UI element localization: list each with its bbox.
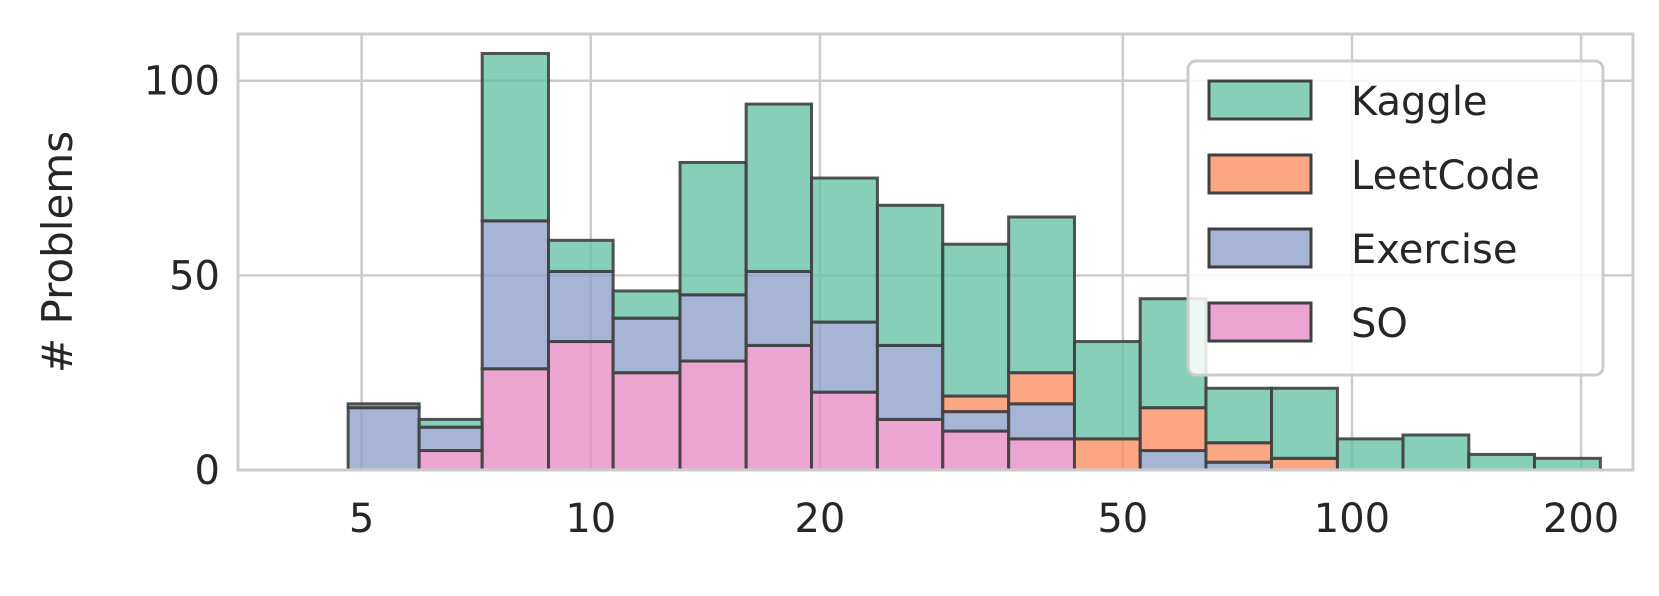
bar-kaggle-7 bbox=[744, 102, 814, 273]
legend-label-kaggle: Kaggle bbox=[1351, 79, 1488, 125]
bar-so-3 bbox=[480, 367, 551, 472]
bar-so-6 bbox=[678, 359, 748, 472]
y-tick-label: 0 bbox=[195, 448, 220, 494]
x-tick-label: 10 bbox=[565, 496, 616, 542]
bar-so-7 bbox=[744, 343, 814, 472]
bar-exercise-6 bbox=[678, 293, 748, 363]
bar-exercise-11 bbox=[1007, 402, 1076, 441]
bar-kaggle-12 bbox=[1072, 340, 1142, 441]
bar-kaggle-6 bbox=[678, 160, 748, 297]
bar-so-4 bbox=[547, 340, 615, 472]
legend-swatch-leetcode bbox=[1207, 153, 1313, 195]
bar-exercise-13 bbox=[1138, 449, 1208, 472]
bar-leetcode-15 bbox=[1270, 456, 1339, 472]
bar-kaggle-17 bbox=[1401, 433, 1471, 472]
bar-exercise-5 bbox=[611, 316, 682, 375]
bar-kaggle-19 bbox=[1532, 456, 1602, 472]
y-axis-label: # Problems bbox=[33, 131, 82, 373]
bar-kaggle-10 bbox=[941, 242, 1011, 398]
legend-label-leetcode: LeetCode bbox=[1351, 153, 1540, 199]
bar-kaggle-18 bbox=[1467, 452, 1536, 472]
bar-leetcode-13 bbox=[1138, 406, 1208, 453]
bar-kaggle-1 bbox=[346, 402, 421, 410]
bar-exercise-7 bbox=[744, 269, 814, 347]
bar-kaggle-4 bbox=[547, 238, 615, 273]
bar-exercise-4 bbox=[547, 269, 615, 344]
bar-exercise-1 bbox=[346, 406, 421, 472]
legend-box bbox=[1186, 59, 1605, 377]
bar-exercise-3 bbox=[480, 219, 551, 371]
bar-leetcode-11 bbox=[1007, 371, 1076, 406]
x-tick-label: 50 bbox=[1097, 496, 1148, 542]
bar-exercise-2 bbox=[417, 425, 484, 453]
bar-so-9 bbox=[875, 417, 945, 472]
bar-kaggle-5 bbox=[611, 289, 682, 320]
legend-swatch-exercise bbox=[1207, 227, 1313, 269]
bar-so-2 bbox=[417, 449, 484, 472]
bar-so-11 bbox=[1007, 437, 1076, 472]
bar-leetcode-10 bbox=[941, 394, 1011, 414]
legend-label-exercise: Exercise bbox=[1351, 227, 1517, 273]
x-tick-label: 5 bbox=[349, 496, 374, 542]
bar-leetcode-14 bbox=[1204, 441, 1274, 464]
legend: Kaggle LeetCode Exercise SO bbox=[1186, 59, 1605, 377]
x-tick-label: 100 bbox=[1314, 496, 1390, 542]
y-tick-label: 50 bbox=[169, 253, 220, 299]
bar-kaggle-3 bbox=[480, 51, 551, 223]
bar-so-10 bbox=[941, 429, 1011, 472]
bars bbox=[346, 51, 1602, 472]
plot-frame bbox=[236, 32, 1635, 472]
y-tick-label: 100 bbox=[144, 59, 220, 105]
bar-kaggle-8 bbox=[810, 176, 879, 324]
bar-so-8 bbox=[810, 390, 879, 472]
bar-kaggle-15 bbox=[1270, 386, 1339, 460]
bar-kaggle-14 bbox=[1204, 386, 1274, 445]
bar-kaggle-9 bbox=[875, 203, 945, 347]
bar-leetcode-12 bbox=[1072, 437, 1142, 472]
bar-exercise-8 bbox=[810, 320, 879, 394]
bar-exercise-9 bbox=[875, 343, 945, 421]
legend-swatch-kaggle bbox=[1207, 79, 1313, 121]
legend-label-so: SO bbox=[1351, 301, 1408, 347]
x-tick-labels: 5 10 20 50 100 200 bbox=[349, 496, 1619, 542]
y-tick-labels: 0 50 100 bbox=[144, 59, 220, 494]
legend-swatch-so bbox=[1207, 301, 1313, 343]
bar-exercise-10 bbox=[941, 410, 1011, 433]
x-tick-label: 200 bbox=[1543, 496, 1619, 542]
bar-so-5 bbox=[611, 371, 682, 472]
bar-kaggle-2 bbox=[417, 417, 484, 429]
bar-kaggle-11 bbox=[1007, 215, 1076, 375]
x-tick-label: 20 bbox=[794, 496, 845, 542]
bar-kaggle-16 bbox=[1335, 437, 1405, 472]
